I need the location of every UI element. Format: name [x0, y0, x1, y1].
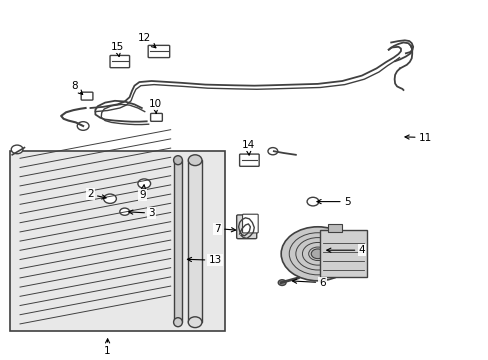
Circle shape	[278, 280, 285, 285]
Circle shape	[306, 197, 318, 206]
Ellipse shape	[173, 318, 182, 327]
Text: 2: 2	[87, 189, 106, 199]
Text: 8: 8	[71, 81, 82, 94]
Circle shape	[77, 122, 89, 130]
Text: 10: 10	[149, 99, 162, 113]
Circle shape	[103, 194, 116, 203]
Text: 7: 7	[214, 224, 235, 234]
Text: 12: 12	[137, 33, 156, 48]
Text: 15: 15	[110, 42, 124, 57]
FancyBboxPatch shape	[236, 215, 256, 239]
Ellipse shape	[188, 317, 202, 328]
Circle shape	[311, 249, 324, 259]
Bar	[320, 230, 366, 277]
Bar	[188, 160, 202, 322]
Text: 5: 5	[316, 197, 350, 207]
Circle shape	[281, 227, 354, 281]
FancyBboxPatch shape	[110, 55, 129, 68]
Text: 6: 6	[292, 278, 325, 288]
Text: 3: 3	[128, 208, 155, 218]
Circle shape	[11, 145, 23, 154]
Bar	[327, 224, 342, 232]
FancyBboxPatch shape	[242, 214, 258, 233]
Text: 11: 11	[404, 132, 431, 143]
Circle shape	[267, 148, 277, 155]
Text: 4: 4	[326, 245, 365, 255]
FancyBboxPatch shape	[150, 113, 162, 121]
Ellipse shape	[188, 155, 202, 166]
FancyBboxPatch shape	[81, 92, 93, 100]
Text: 9: 9	[139, 185, 146, 200]
Bar	[10, 151, 224, 331]
Text: 1: 1	[104, 339, 111, 356]
Circle shape	[120, 208, 129, 215]
FancyBboxPatch shape	[148, 45, 169, 58]
Text: 14: 14	[241, 140, 255, 155]
Bar	[173, 160, 182, 322]
FancyBboxPatch shape	[239, 154, 259, 166]
Ellipse shape	[173, 156, 182, 165]
Circle shape	[138, 179, 150, 188]
Text: 13: 13	[187, 255, 222, 265]
